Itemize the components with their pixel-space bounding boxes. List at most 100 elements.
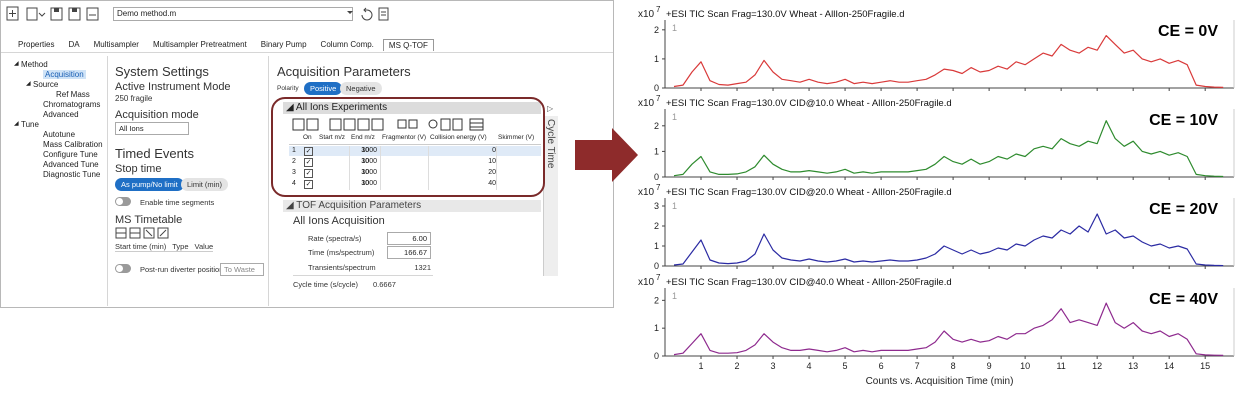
timetable-icons xyxy=(115,227,169,239)
cell-border xyxy=(349,146,350,157)
rate-input[interactable]: 6.00 xyxy=(387,232,431,245)
tab[interactable]: Multisampler Pretreatment xyxy=(152,40,247,49)
column-header: Type xyxy=(172,242,189,251)
cell-border xyxy=(380,168,381,179)
column-header: Start m/z xyxy=(319,134,346,141)
checkbox[interactable]: ✓ xyxy=(304,147,313,156)
tree-item[interactable]: Advanced xyxy=(43,110,79,119)
timetable-header: Start time (min) Type Value xyxy=(115,242,214,252)
label: Stop time xyxy=(115,163,162,175)
cell-border xyxy=(380,157,381,168)
x-tick-label: 15 xyxy=(1200,361,1210,371)
tab[interactable]: Multisampler xyxy=(93,40,139,49)
cell: 20 xyxy=(488,169,496,176)
tree-item[interactable]: Configure Tune xyxy=(43,150,98,159)
tab[interactable]: MS Q-TOF xyxy=(382,39,434,51)
label: Polarity xyxy=(277,85,299,92)
column-header: Skimmer (V) xyxy=(498,134,535,141)
cell: 30 xyxy=(361,158,369,165)
tab[interactable]: DA xyxy=(68,40,80,49)
button[interactable]: Positive xyxy=(304,82,343,95)
trace xyxy=(673,120,1224,178)
tree-item[interactable]: Mass Calibration xyxy=(43,140,103,149)
value: 0.6667 xyxy=(373,280,396,289)
group-title-text: TOF Acquisition Parameters xyxy=(296,200,422,211)
column-header: On xyxy=(303,134,312,141)
row-index: 2 xyxy=(292,158,296,165)
toolbar-icons-2 xyxy=(347,7,389,21)
tree-item[interactable]: Tune xyxy=(21,120,39,129)
toolbar-icons xyxy=(6,6,99,21)
annotation: CE = 20V xyxy=(1149,201,1218,218)
column-separator xyxy=(268,56,269,306)
button[interactable]: Negative xyxy=(340,82,382,95)
group-title: ◢ TOF Acquisition Parameters xyxy=(286,200,422,211)
checkbox[interactable]: ✓ xyxy=(304,180,313,189)
cell-border xyxy=(380,146,381,157)
y-tick-label: 3 xyxy=(654,201,659,211)
tab-bar: Properties DA Multisampler Multisampler Pre… xyxy=(13,39,434,51)
button[interactable]: Limit (min) xyxy=(181,178,228,191)
file-name-input[interactable]: Demo method.m xyxy=(113,7,353,21)
toggle[interactable] xyxy=(115,264,131,273)
tab[interactable]: Binary Pump xyxy=(260,40,307,49)
chromatograms: x10 7 +ESI TIC Scan Frag=130.0V Wheat - Al… xyxy=(575,5,1235,387)
label: Cycle time (s/cycle) xyxy=(293,280,359,289)
label: Acquisition mode xyxy=(115,109,199,121)
tree-toggle[interactable]: ◢ xyxy=(14,121,19,127)
y-tick-label: 0 xyxy=(654,172,659,182)
group-header xyxy=(283,102,541,114)
toggle[interactable] xyxy=(115,197,131,206)
annotation: CE = 40V xyxy=(1149,291,1218,308)
checkbox[interactable]: ✓ xyxy=(304,158,313,167)
tree-toggle[interactable]: ◢ xyxy=(26,81,31,87)
x-tick-label: 1 xyxy=(699,361,704,371)
tree-item[interactable]: Chromatograms xyxy=(43,100,101,109)
value: 1321 xyxy=(414,263,431,272)
tree-toggle[interactable]: ◢ xyxy=(14,61,19,67)
tree-item[interactable]: Diagnostic Tune xyxy=(43,170,101,179)
diverter-select[interactable]: To Waste xyxy=(220,263,264,276)
cell: 10 xyxy=(488,158,496,165)
tree-item[interactable]: Acquisition xyxy=(43,70,86,79)
tab[interactable]: Column Comp. xyxy=(320,40,374,49)
label: All Ions Acquisition xyxy=(293,215,385,227)
label: Post-run diverter position xyxy=(140,265,224,274)
y-tick-label: 2 xyxy=(654,121,659,131)
x-axis-label: Counts vs. Acquisition Time (min) xyxy=(866,376,1014,387)
y-exponent: 7 xyxy=(656,273,661,282)
x-tick-label: 12 xyxy=(1092,361,1102,371)
expand-arrow[interactable]: ▷ xyxy=(547,104,554,113)
column-header: Value xyxy=(194,242,214,251)
acq-mode-select[interactable]: All Ions xyxy=(115,122,189,135)
y-tick-label: 1 xyxy=(654,146,659,156)
label: Transients/spectrum xyxy=(308,263,376,272)
separator xyxy=(293,275,433,276)
tab[interactable]: Properties xyxy=(18,40,55,49)
tree-item[interactable]: Advanced Tune xyxy=(43,160,99,169)
tree-item[interactable]: Method xyxy=(21,60,48,69)
y-tick-label: 2 xyxy=(654,221,659,231)
y-tick-label: 0 xyxy=(654,351,659,361)
checkbox[interactable]: ✓ xyxy=(304,169,313,178)
cell: 0 xyxy=(492,147,496,154)
y-tick-label: 0 xyxy=(654,83,659,93)
group-header xyxy=(283,200,541,212)
tree-item[interactable]: Autotune xyxy=(43,130,76,139)
time-input[interactable]: 166.67 xyxy=(387,246,431,259)
cell: 30 xyxy=(361,147,369,154)
x-tick-label: 8 xyxy=(951,361,956,371)
trace xyxy=(673,302,1224,356)
cell-border xyxy=(428,179,429,190)
x-tick-label: 14 xyxy=(1164,361,1174,371)
label: Time (ms/spectrum) xyxy=(308,248,375,257)
side-tab[interactable] xyxy=(543,116,558,276)
cell-border xyxy=(428,146,429,157)
trace xyxy=(673,213,1224,267)
tree-item[interactable]: Source xyxy=(33,80,59,89)
y-multiplier: x10 xyxy=(638,98,655,109)
button[interactable]: As pump/No limit xyxy=(115,178,184,191)
cell-border xyxy=(496,179,497,190)
tree-item[interactable]: Ref Mass xyxy=(56,90,90,99)
group-title: ◢ All Ions Experiments xyxy=(286,102,388,113)
